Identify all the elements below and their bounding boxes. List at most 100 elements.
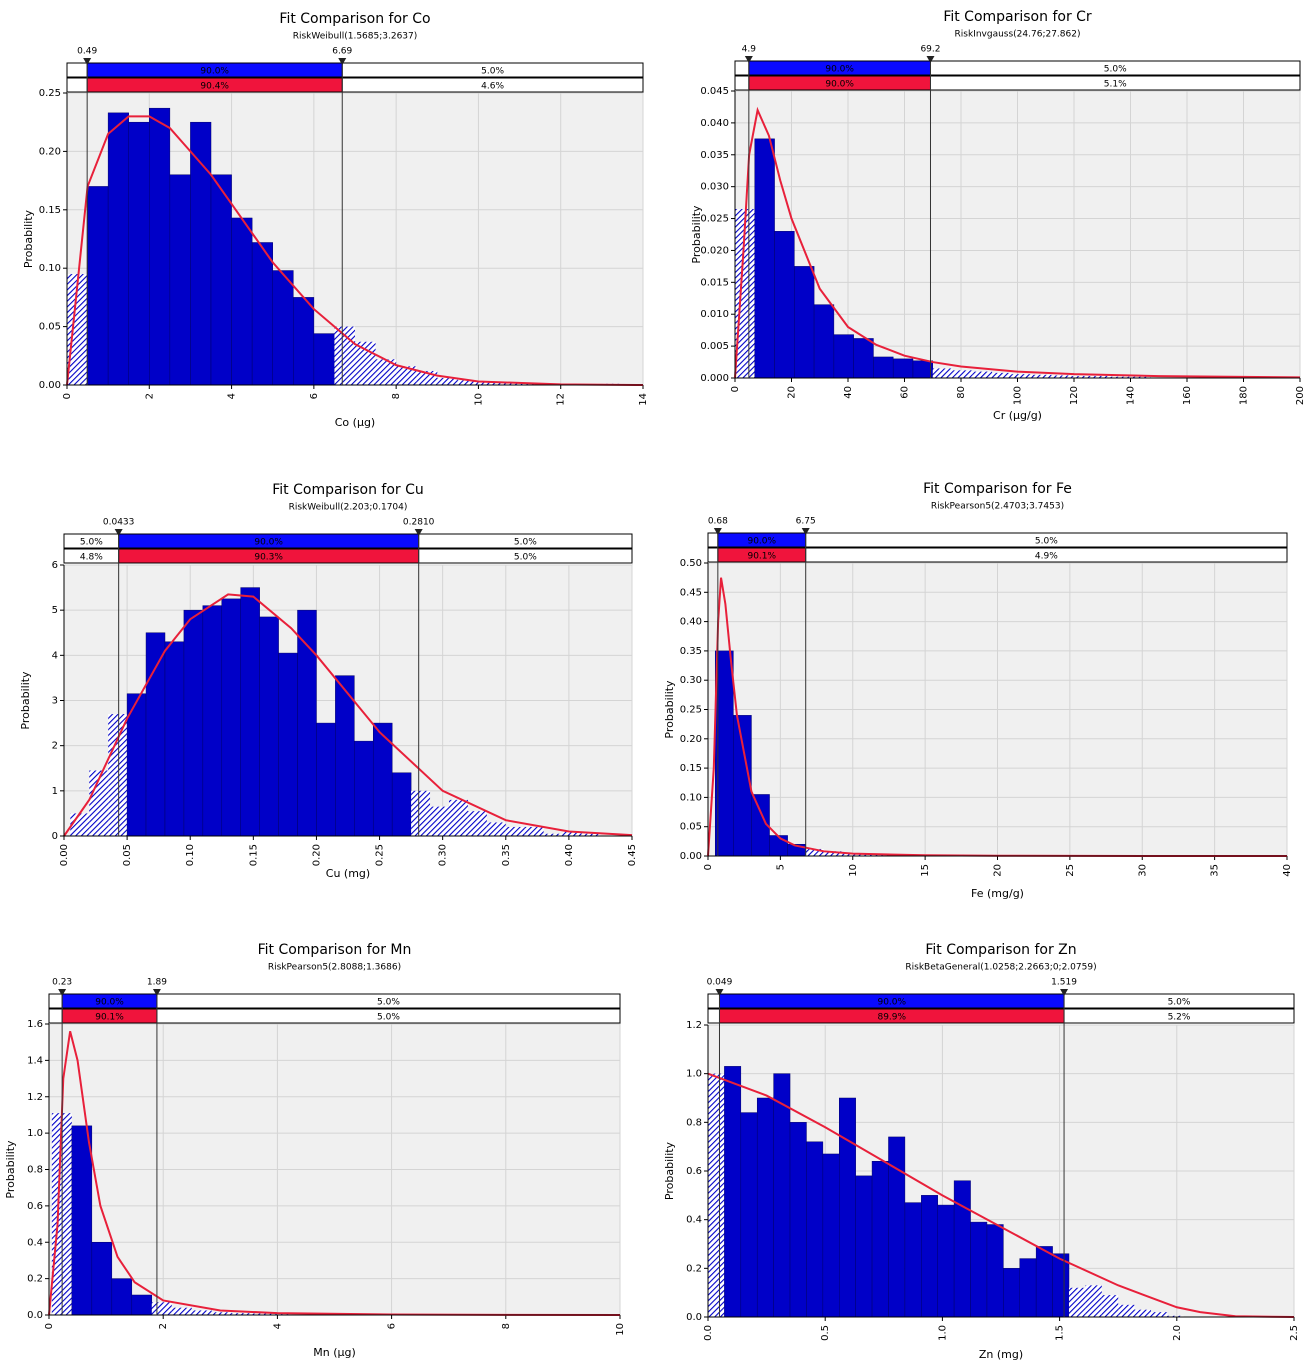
histogram-bar [293,297,315,386]
y-tick-label: 3 [52,696,58,707]
y-tick-label: 0.15 [39,205,61,216]
y-tick-label: 0.4 [686,1215,702,1226]
y-tick-label: 0.00 [680,851,702,862]
y-tick-label: 1.0 [27,1128,43,1139]
histogram-bar [1052,1253,1070,1318]
histogram-bar [970,1221,988,1318]
x-tick-label: 30 [1137,864,1148,877]
y-tick-label: 0.0 [27,1310,43,1321]
x-axis-label: Zn (mg) [979,1348,1023,1361]
y-tick-label: 0.45 [680,587,702,598]
x-tick-label: 40 [1282,864,1293,877]
histogram-bar [953,1180,971,1318]
y-tick-label: 0.0 [686,1312,702,1323]
y-axis-label: Probability [690,205,703,264]
y-tick-label: 0.10 [680,792,702,803]
x-tick-label: 6 [309,393,320,399]
x-tick-label: 60 [900,386,911,399]
percent-label: 5.0% [514,538,537,548]
x-tick-label: 0.10 [185,844,196,866]
percent-label: 5.0% [377,998,400,1008]
histogram-bar [391,772,412,837]
percent-label: 90.0% [825,65,854,75]
delimiter-label: 6.75 [796,517,816,527]
y-tick-label: 0.05 [680,822,702,833]
x-tick-label: 1.0 [937,1325,948,1341]
delimiter-label: 0.49 [77,47,97,57]
x-tick-label: 5 [775,864,786,870]
y-tick-label: 1.2 [27,1092,43,1103]
histogram-bar [467,811,487,836]
y-tick-label: 0.010 [700,309,729,320]
x-axis-label: Mn (µg) [313,1346,356,1359]
histogram-bar [873,356,894,379]
y-tick-label: 0.2 [27,1274,43,1285]
histogram-bar [773,1073,791,1318]
histogram-bar [754,138,775,379]
histogram-bar [202,605,223,837]
x-tick-label: 0 [44,1323,55,1329]
percent-label: 89.9% [877,1013,906,1023]
y-tick-label: 0.6 [27,1201,43,1212]
x-tick-label: 0.30 [438,844,449,866]
y-axis-label: Probability [22,209,35,268]
percent-label: 90.0% [747,537,776,547]
histogram-bar [396,366,417,385]
y-tick-label: 0.025 [700,214,729,225]
histogram-bar [149,107,171,386]
x-axis-label: Cu (mg) [326,867,370,880]
x-tick-label: 1.5 [1055,1325,1066,1341]
histogram-bar [1090,376,1111,378]
histogram-bar [70,813,90,836]
histogram-bar [833,334,854,379]
x-tick-label: 0.00 [59,844,70,866]
y-tick-label: 0.020 [700,245,729,256]
delimiter-marker [1060,989,1069,996]
histogram-bar [822,1153,840,1318]
histogram-bar [543,833,563,836]
histogram-bar [986,1224,1004,1318]
x-tick-label: 0.40 [564,844,575,866]
y-tick-label: 0.030 [700,182,729,193]
x-axis-label: Cr (µg/g) [993,409,1042,422]
y-tick-label: 0.040 [700,118,729,129]
histogram-bar [839,1097,856,1318]
chart-panel: Fit Comparison for Cu RiskWeibull(2.203;0… [19,482,638,880]
y-tick-label: 0.30 [680,675,702,686]
y-tick-label: 0.000 [700,373,729,384]
chart-title: Fit Comparison for Mn [258,942,412,958]
x-tick-label: 8 [391,393,402,399]
histogram-bar [251,1313,272,1315]
histogram-bar [1151,1312,1168,1317]
chart-subtitle: RiskWeibull(2.203;0.1704) [289,503,408,513]
x-tick-label: 8 [501,1323,512,1329]
percent-label: 5.0% [514,553,537,563]
x-tick-label: 0 [62,393,73,399]
histogram-bar [740,1112,758,1318]
histogram-bar [411,790,431,836]
histogram-bar [756,1097,774,1318]
y-tick-label: 0.8 [27,1165,43,1176]
x-tick-label: 35 [1210,864,1221,877]
percent-label: 5.0% [377,1013,400,1023]
histogram-bar [486,822,506,836]
histogram-bar [805,848,824,856]
chart-panel: Fit Comparison for Mn RiskPearson5(2.8088… [4,942,626,1359]
x-tick-label: 20 [993,864,1004,877]
histogram-bar [457,380,479,385]
histogram-bar [1167,1315,1184,1317]
histogram-bar [87,186,109,386]
delimiter-marker [926,56,935,63]
y-tick-label: 0.20 [680,734,702,745]
x-tick-label: 6 [387,1323,398,1329]
histogram-bar [789,1122,807,1318]
y-tick-label: 1.0 [686,1069,702,1080]
histogram-bar [1134,1309,1152,1317]
histogram-bar [259,616,279,837]
y-axis-label: Probability [663,680,676,739]
delimiter-label: 0.2810 [403,518,435,528]
histogram-bar [272,270,294,386]
histogram-bar [853,338,874,379]
x-tick-label: 200 [1295,386,1306,405]
